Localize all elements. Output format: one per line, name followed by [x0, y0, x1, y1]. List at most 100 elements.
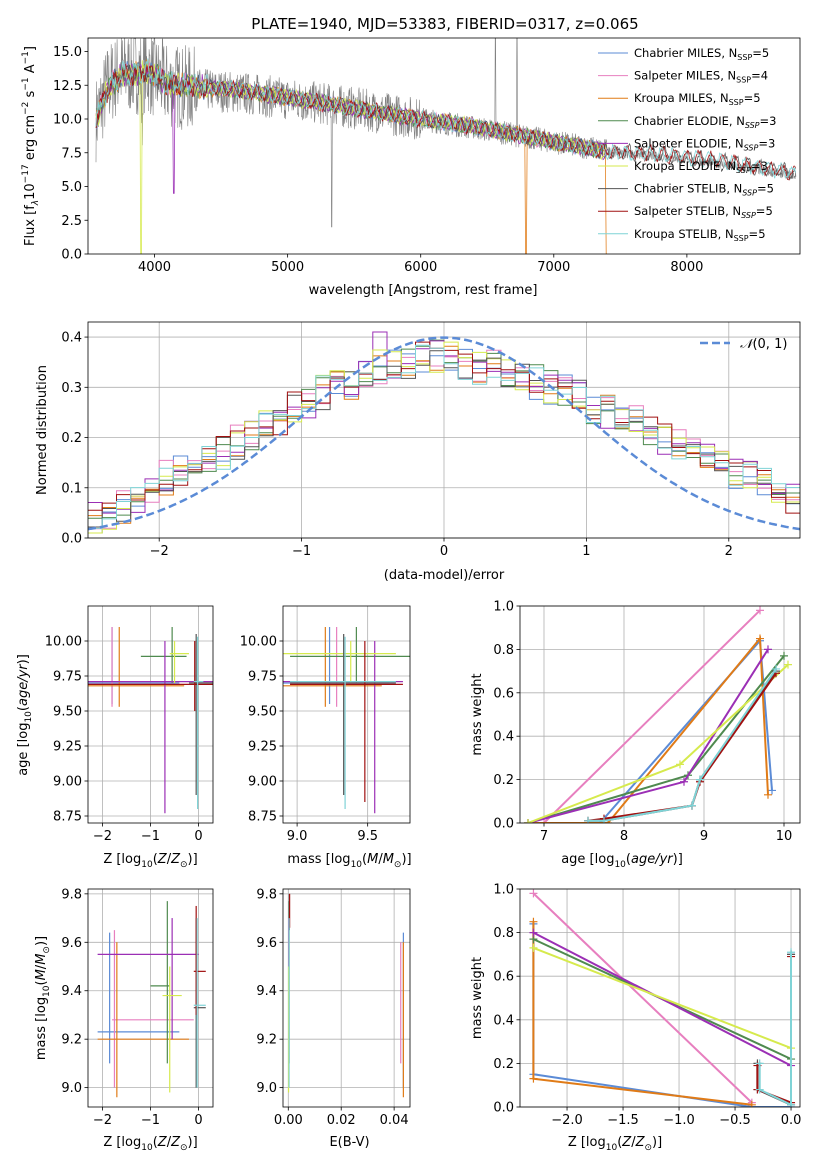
mass-vs-Z-ylabel-part: M — [34, 969, 49, 980]
residual-hist-kroupa_stelib — [88, 344, 800, 529]
age_vs_mass-ytick-label: 9.75 — [248, 670, 277, 685]
legend-label-imf: Kroupa — [634, 227, 675, 241]
weight_vs_age-ytick-label: 0.4 — [493, 730, 514, 745]
weight_vs_Z-marker-kroupa_miles — [747, 1100, 756, 1107]
age-vs-Z-xlabel: Z [log10(Z/Z⊙)] — [103, 852, 197, 870]
weight_vs_age-marker-kroupa_stelib — [584, 816, 592, 823]
legend-label-eq: = — [751, 69, 761, 83]
age-vs-Z-xlabel-part: ( — [153, 852, 158, 867]
age_vs_mass-xtick-label: 9.5 — [357, 829, 378, 844]
mass_vs_Z-frame — [87, 888, 214, 1108]
age_vs_Z-ytick-label: 9.25 — [53, 740, 82, 755]
weight_vs_age-line-chabrier_miles — [528, 638, 773, 823]
weight_vs_Z-marker-kroupa_miles — [529, 1074, 538, 1083]
mass_vs_Z-ytick-label: 9.0 — [61, 1081, 82, 1096]
mass_vs_EBV-ytick-label: 9.4 — [256, 984, 277, 999]
weight_vs_Z-frame — [519, 888, 801, 1108]
age-vs-Z-xlabel-part: / — [167, 852, 172, 867]
spectrum-legend-label: Chabrier MILES, NSSP=5 — [634, 46, 769, 62]
spectrum-legend-label: Kroupa MILES, NSSP=5 — [634, 91, 761, 107]
legend-label-n: , N — [720, 69, 736, 83]
legend-label-sub: SSP — [736, 76, 751, 85]
legend-label-eq: = — [756, 204, 766, 218]
weight_vs_age-marker-kroupa_elodie — [676, 760, 684, 769]
weight_vs_Z-axes: −2.0 −1.5 −1.0 −0.5 0.0 0.0 0.2 0.4 0.6 0.8 1.0 Z [… — [470, 883, 801, 1154]
age-vs-mass-xlabel-part: mass [log — [287, 852, 350, 867]
spectrum-ylabel-part: λ — [31, 200, 41, 206]
spectrum-xtick-label: 4000 — [138, 260, 171, 275]
weight-vs-Z-xlabel-part: ( — [617, 1135, 622, 1150]
weight-vs-Z-xlabel-part: Z — [621, 1135, 632, 1150]
age-vs-Z-ylabel-part: 10 — [24, 711, 34, 723]
mass_vs_EBV-grid — [283, 889, 410, 1107]
weight_vs_age-ytick-label: 1.0 — [493, 600, 514, 615]
weight_vs_Z-xtick-label: 0.0 — [781, 1113, 802, 1128]
legend-label-count: 5 — [753, 91, 760, 105]
age_vs_Z-grid — [88, 606, 213, 823]
legend-label-n: , N — [728, 136, 744, 150]
residuals-xtick-label: 1 — [582, 544, 590, 559]
mass_vs_EBV-frame — [282, 888, 411, 1108]
age_vs_mass-ytick-label: 9.00 — [248, 775, 277, 790]
age_vs_mass-ytick-label: 9.50 — [248, 705, 277, 720]
legend-label-n: , N — [729, 114, 745, 128]
legend-label-count: 5 — [762, 46, 769, 60]
spectrum-xtick-label: 7000 — [537, 260, 570, 275]
weight_vs_Z-line-salpeter_elodie — [532, 931, 792, 1067]
mass-vs-Z-xlabel-part: Z — [157, 1135, 168, 1150]
mass-vs-Z-ylabel-part: )] — [34, 936, 49, 946]
residuals-ytick-label: 0.4 — [61, 331, 82, 346]
age-vs-Z-ylabel-part: age/yr — [16, 663, 31, 706]
legend-label-imf: Chabrier — [634, 114, 684, 128]
age_vs_Z-ytick-label: 10.00 — [45, 635, 82, 650]
legend-label-lib: STELIB — [686, 204, 725, 218]
mass-vs-Z-xlabel-part: ⊙ — [180, 1143, 188, 1153]
age-vs-mass-xlabel-part: ⊙ — [394, 860, 402, 870]
legend-label-lib: MILES — [686, 69, 720, 83]
legend-label-eq: = — [757, 182, 767, 196]
spectrum-model-chabrier_stelib — [95, 61, 796, 180]
mass_vs_Z-ytick-label: 9.8 — [61, 887, 82, 902]
spectrum-frame — [87, 37, 801, 255]
spectrum-ytick-label: 12.5 — [53, 79, 82, 94]
mass_vs_EBV-ytick-label: 9.8 — [256, 887, 277, 902]
legend-label-count: 5 — [767, 182, 774, 196]
weight_vs_age-ytick-label: 0.0 — [493, 817, 514, 832]
legend-label-imf: Salpeter — [634, 136, 683, 150]
figure-title: PLATE=1940, MJD=53383, FIBERID=0317, z=0… — [251, 15, 638, 33]
residual-ylabel: Normed distribution — [35, 365, 50, 495]
weight_vs_age-marker-kroupa_stelib — [600, 816, 608, 823]
mass-vs-Z-xlabel: Z [log10(Z/Z⊙)] — [103, 1135, 197, 1153]
legend-label-eq: = — [751, 159, 761, 173]
legend-label-n: , N — [726, 182, 742, 196]
weight_vs_age-line-kroupa_miles — [528, 635, 769, 823]
age-vs-Z-xlabel-part: Z — [170, 852, 181, 867]
weight-vs-Z-xlabel-part: Z [log — [568, 1135, 606, 1150]
weight_vs_age-frame — [519, 605, 801, 824]
spectrum-ylabel-part: −2 — [21, 102, 31, 115]
age_vs_mass-grid — [283, 606, 410, 823]
spectrum-ytick-label: 10.0 — [53, 113, 82, 128]
residuals-xtick-label: −1 — [292, 544, 311, 559]
legend-label-lib: MILES — [678, 91, 712, 105]
legend-label-sub: SSP — [744, 143, 759, 152]
legend-label-count: 3 — [769, 114, 776, 128]
mass-vs-Z-xlabel-part: / — [167, 1135, 172, 1150]
weight_vs_age-marker-kroupa_elodie — [524, 819, 532, 823]
normal-args: (0, 1) — [752, 337, 787, 352]
weight_vs_age-ytick-label: 0.8 — [493, 643, 514, 658]
spectrum-legend-label: Chabrier STELIB, NSSP=5 — [634, 182, 774, 198]
weight-vs-age-xlabel-part: )] — [673, 852, 683, 867]
mass_vs_EBV-axes: 0.00 0.02 0.04 9.0 9.2 9.4 9.6 9.8 E(B-V) — [256, 887, 411, 1150]
mass_vs_Z-axes: −2 −1 09.09.29.49.69.8Z [log10(Z/Z⊙)]mass … — [34, 887, 214, 1153]
weight_vs_Z-marker-kroupa_stelib — [755, 1059, 764, 1068]
weight_vs_Z-line-chabrier_stelib — [756, 954, 792, 1107]
weight_vs_age-xtick-label: 9 — [700, 829, 708, 844]
age-vs-mass-xlabel-part: M — [367, 852, 378, 867]
legend-label-eq: = — [744, 91, 754, 105]
legend-label-sub: SSP — [734, 234, 749, 243]
age-vs-mass-xlabel-part: M — [383, 852, 394, 867]
age-vs-mass-xlabel: mass [log10(M/M⊙)] — [287, 852, 411, 870]
mass-vs-EBV-xlabel: E(B-V) — [329, 1135, 369, 1150]
